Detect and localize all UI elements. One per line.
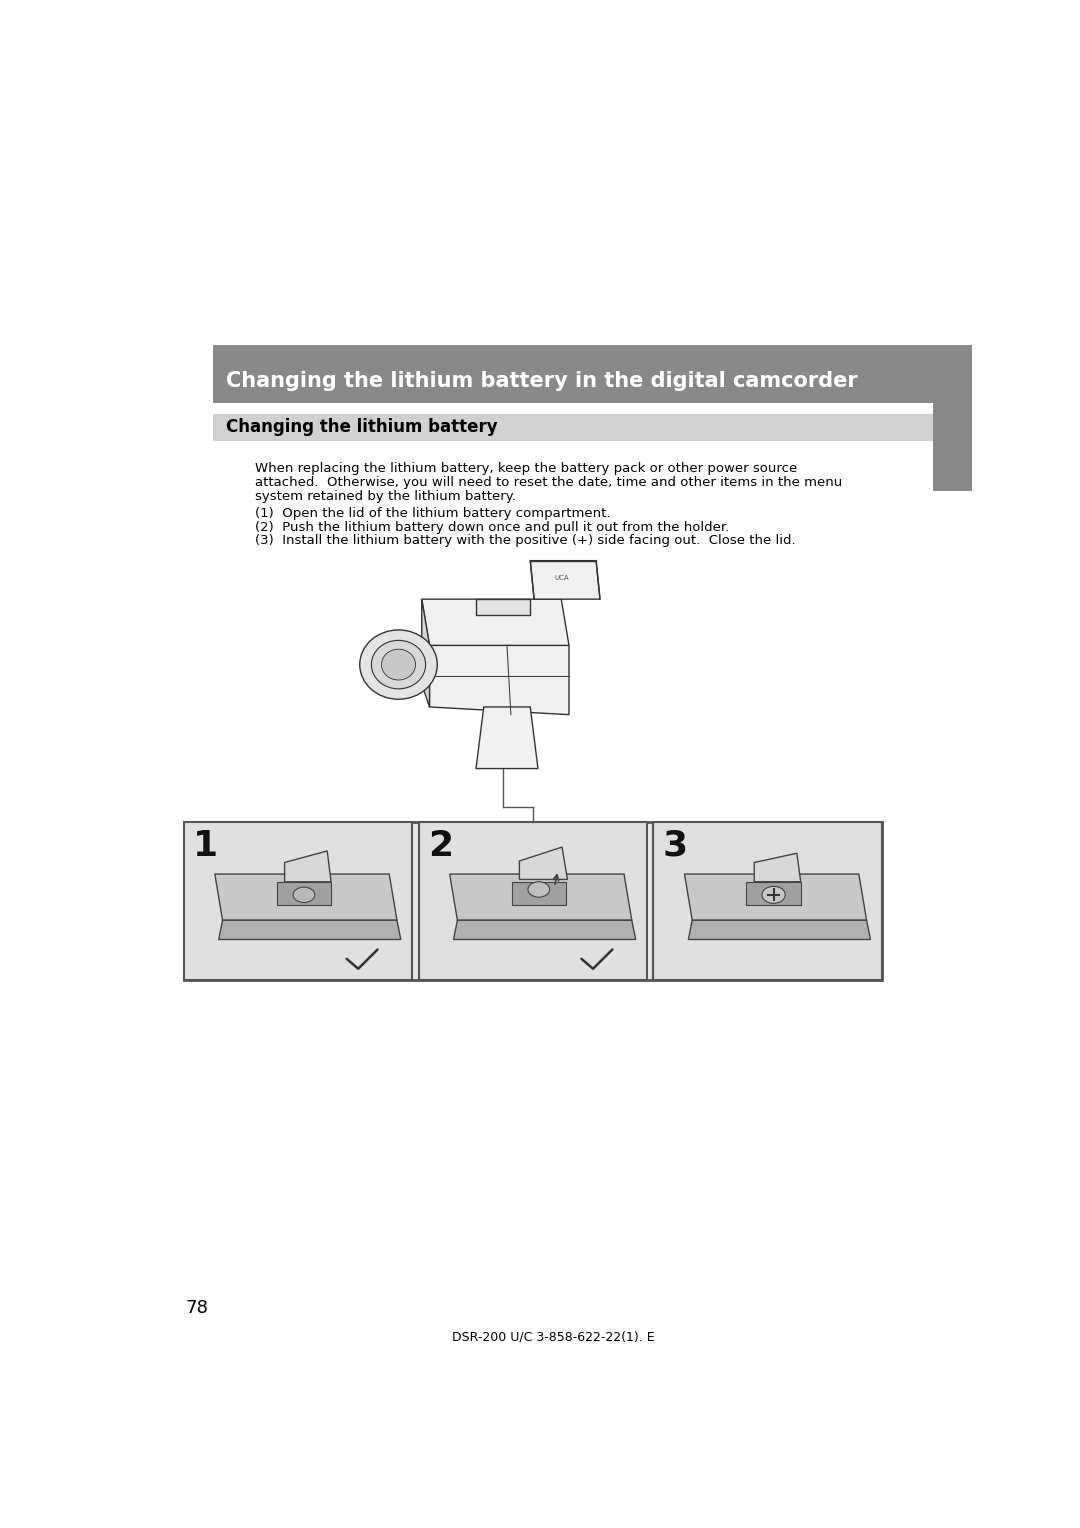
Text: (3)  Install the lithium battery with the positive (+) side facing out.  Close t: (3) Install the lithium battery with the… [255,535,796,547]
Bar [213,414,933,440]
Bar [653,822,882,981]
Text: When replacing the lithium battery, keep the battery pack or other power source: When replacing the lithium battery, keep… [255,461,797,475]
Text: (1)  Open the lid of the lithium battery compartment.: (1) Open the lid of the lithium battery … [255,507,610,520]
Ellipse shape [762,886,785,903]
Text: 1: 1 [193,828,218,863]
Bar [933,345,972,492]
Text: 78: 78 [186,1299,208,1317]
Bar [419,822,647,981]
Polygon shape [512,882,566,905]
Text: UCA: UCA [554,575,568,581]
Ellipse shape [372,640,426,689]
Ellipse shape [360,630,437,700]
Bar [213,345,933,403]
Polygon shape [215,874,397,920]
Ellipse shape [293,888,314,903]
Polygon shape [476,599,530,614]
Text: attached.  Otherwise, you will need to reset the date, time and other items in t: attached. Otherwise, you will need to re… [255,475,842,489]
Ellipse shape [381,649,416,680]
Bar [184,822,413,981]
Text: 2: 2 [428,828,454,863]
Polygon shape [688,920,870,940]
Text: 3: 3 [663,828,688,863]
Bar [184,822,882,981]
Polygon shape [454,920,636,940]
Polygon shape [685,874,866,920]
Polygon shape [430,645,569,715]
Text: Changing the lithium battery in the digital camcorder: Changing the lithium battery in the digi… [227,371,859,391]
Polygon shape [530,561,600,599]
Polygon shape [284,851,332,882]
Polygon shape [476,707,538,769]
Text: (2)  Push the lithium battery down once and pull it out from the holder.: (2) Push the lithium battery down once a… [255,521,729,533]
Polygon shape [449,874,632,920]
Polygon shape [218,920,401,940]
Text: Changing the lithium battery: Changing the lithium battery [227,419,498,437]
Text: DSR-200 U/C 3-858-622-22(1). E: DSR-200 U/C 3-858-622-22(1). E [453,1331,654,1343]
Polygon shape [422,599,430,707]
Ellipse shape [528,882,550,897]
Polygon shape [276,882,332,905]
Polygon shape [422,599,569,645]
Polygon shape [754,853,800,882]
Polygon shape [746,882,800,905]
Text: system retained by the lithium battery.: system retained by the lithium battery. [255,490,516,503]
Polygon shape [519,847,567,880]
